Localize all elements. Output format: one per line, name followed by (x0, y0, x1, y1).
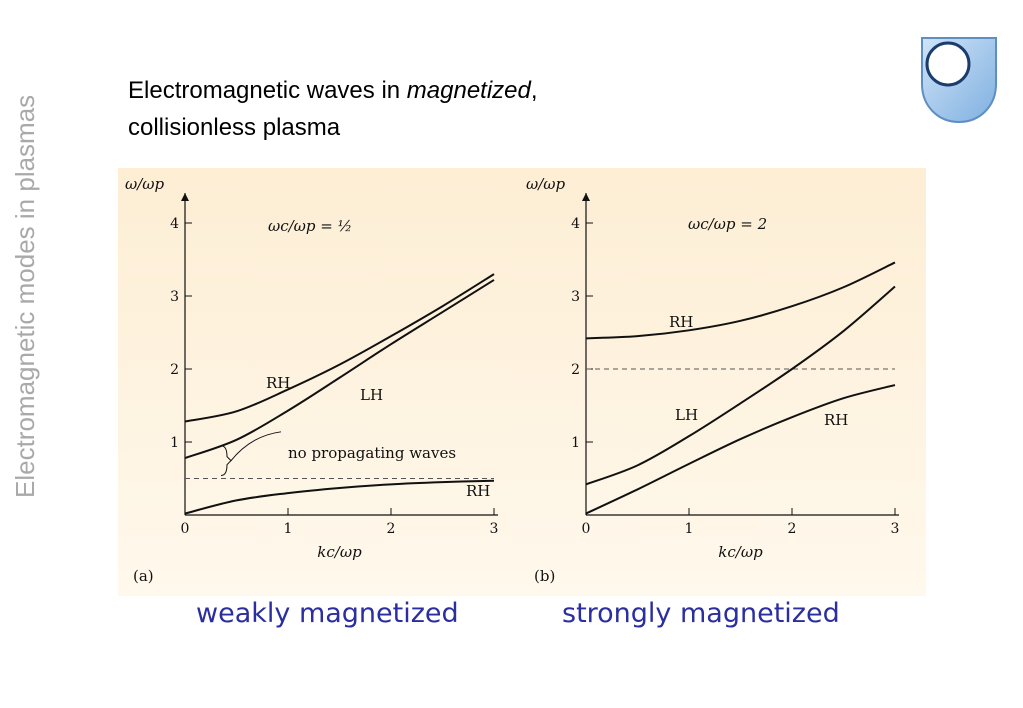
x-tick-label: 1 (284, 521, 293, 537)
panel-label: (a) (133, 567, 154, 585)
x-tick-label: 2 (788, 521, 797, 537)
series-line-lh (184, 279, 495, 460)
title-emphasis: magnetized (406, 77, 531, 104)
region-label: no propagating waves (288, 444, 456, 462)
y-tick-label: 2 (571, 362, 580, 378)
series-line-rh (184, 479, 495, 515)
y-tick-label: 3 (170, 289, 179, 305)
series-label: RH (669, 313, 693, 331)
y-tick-label: 3 (571, 289, 580, 305)
panel-b-chart: 0 1 2 3 1 2 3 4 ω/ωp kc/ωp (b) ωc/ωp = 2 RH LH RH (526, 175, 899, 585)
title-line-2: collisionless plasma (128, 114, 341, 141)
x-axis-label: kc/ωp (317, 543, 362, 561)
y-axis-arrow-icon (181, 193, 189, 201)
y-tick-label: 1 (170, 435, 179, 451)
parameter-annotation: ωc/ωp = ½ (268, 217, 352, 235)
y-axis-arrow-icon (582, 193, 590, 201)
title-suffix: , (530, 77, 538, 104)
title-prefix: Electromagnetic waves in (128, 77, 407, 104)
panel-label: (b) (534, 567, 555, 585)
panel-a-chart: 0 1 2 3 1 2 3 4 ω/ωp kc/ωp (a) ωc/ωp = ½ RH LH RH no pr… (125, 175, 498, 585)
series-label: RH (266, 374, 290, 392)
dispersion-figure: 0 1 2 3 1 2 3 4 ω/ωp kc/ωp (a) ωc/ωp = ½ RH LH RH no pr… (118, 168, 926, 596)
y-tick-label: 2 (170, 362, 179, 378)
university-logo-icon (921, 37, 997, 124)
caption-weakly-magnetized: weakly magnetized (196, 598, 459, 629)
y-tick-label: 4 (170, 216, 179, 232)
caption-strongly-magnetized: strongly magnetized (562, 598, 840, 629)
y-axis-label: ω/ωp (125, 175, 165, 193)
x-tick-label: 0 (181, 521, 190, 537)
region-leader-line (230, 431, 282, 461)
x-tick-label: 2 (387, 521, 396, 537)
figure-background (118, 168, 926, 596)
x-tick-label: 0 (582, 521, 591, 537)
series-line-lh (585, 285, 896, 486)
x-tick-label: 1 (685, 521, 694, 537)
title-line-1: Electromagnetic waves in magnetized, (128, 72, 538, 109)
side-title: Electromagnetic modes in plasmas (10, 94, 40, 498)
series-label: RH (466, 482, 490, 500)
y-tick-label: 4 (571, 216, 580, 232)
series-label: RH (824, 411, 848, 429)
slide-title: Electromagnetic waves in magnetized, col… (128, 72, 538, 146)
series-label: LH (675, 406, 698, 424)
series-line-rh (585, 384, 896, 515)
x-axis-label: kc/ωp (718, 543, 763, 561)
series-line-rh (585, 261, 896, 340)
y-axis-label: ω/ωp (526, 175, 566, 193)
series-label: LH (360, 386, 383, 404)
x-tick-label: 3 (891, 521, 900, 537)
parameter-annotation: ωc/ωp = 2 (688, 215, 767, 233)
y-tick-label: 1 (571, 435, 580, 451)
series-line-rh (184, 273, 495, 423)
x-tick-label: 3 (490, 521, 499, 537)
